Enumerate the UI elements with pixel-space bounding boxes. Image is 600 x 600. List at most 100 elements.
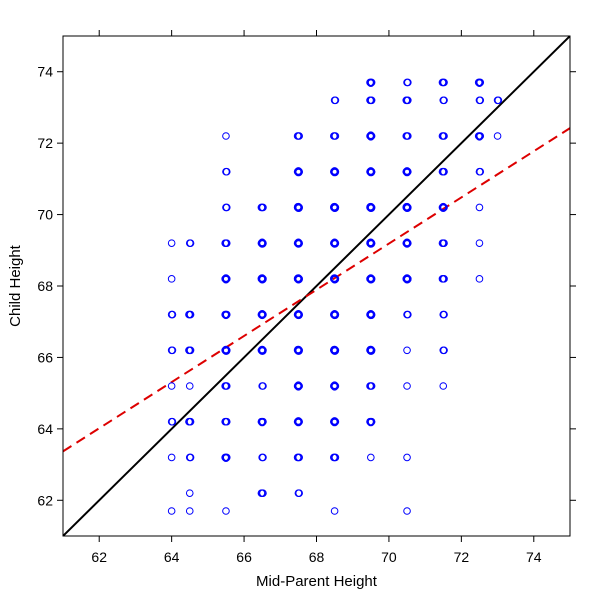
- data-point: [438, 78, 447, 87]
- data-point: [185, 507, 194, 515]
- data-point: [293, 203, 302, 211]
- data-point: [367, 79, 375, 88]
- data-point: [404, 78, 412, 87]
- data-point: [221, 239, 229, 247]
- data-point: [367, 418, 375, 427]
- data-point: [438, 132, 447, 140]
- data-point: [438, 239, 447, 247]
- data-point: [404, 310, 412, 319]
- data-points: [167, 78, 503, 515]
- data-point: [331, 347, 340, 355]
- data-point: [403, 167, 411, 175]
- data-point: [167, 382, 176, 390]
- data-point: [221, 310, 229, 319]
- data-point: [258, 347, 267, 355]
- data-point: [222, 347, 231, 355]
- data-point: [330, 274, 338, 283]
- y-tick-label: 68: [37, 278, 53, 294]
- data-point: [402, 96, 411, 105]
- data-point: [331, 204, 340, 212]
- data-point: [330, 417, 338, 426]
- data-point: [475, 203, 484, 212]
- data-point: [330, 417, 339, 425]
- data-point: [293, 274, 302, 283]
- data-point: [402, 132, 411, 140]
- data-point: [185, 310, 193, 319]
- data-point: [168, 417, 177, 426]
- data-point: [366, 132, 374, 140]
- reference-lines: [63, 36, 570, 536]
- data-point: [366, 203, 375, 211]
- data-point: [367, 168, 376, 177]
- y-tick-label: 70: [37, 207, 53, 223]
- y-tick-label: 74: [37, 64, 53, 80]
- data-point: [167, 275, 176, 283]
- x-tick-label: 68: [309, 549, 325, 565]
- data-point: [222, 311, 230, 320]
- data-point: [366, 382, 374, 390]
- x-tick-label: 74: [526, 549, 542, 565]
- data-point: [440, 346, 448, 355]
- data-point: [440, 96, 448, 105]
- data-point: [403, 275, 412, 284]
- data-point: [167, 453, 176, 462]
- data-point: [221, 453, 229, 462]
- data-point: [403, 507, 411, 515]
- data-point: [331, 168, 340, 177]
- data-point: [293, 345, 302, 354]
- data-point: [475, 133, 484, 141]
- y-tick-label: 72: [37, 135, 53, 151]
- x-tick-label: 72: [454, 549, 470, 565]
- identity-line: [63, 36, 570, 536]
- data-point: [186, 453, 195, 462]
- data-point: [331, 311, 340, 319]
- data-point: [367, 347, 376, 355]
- data-point: [367, 275, 376, 284]
- data-point: [222, 507, 230, 515]
- data-point: [440, 310, 448, 319]
- data-point: [258, 275, 267, 284]
- data-point: [257, 274, 266, 283]
- x-tick-label: 64: [164, 549, 180, 565]
- y-axis-label: Child Height: [7, 244, 24, 327]
- data-point: [493, 132, 502, 140]
- data-point: [185, 417, 193, 426]
- data-point: [367, 239, 376, 248]
- x-axis-label: Mid-Parent Height: [256, 573, 378, 590]
- data-point: [168, 310, 177, 319]
- data-point: [367, 204, 376, 212]
- data-point: [366, 238, 375, 247]
- data-point: [221, 275, 229, 283]
- data-point: [167, 239, 176, 247]
- data-point: [330, 382, 338, 390]
- data-point: [293, 453, 302, 462]
- data-point: [438, 203, 447, 212]
- data-point: [295, 168, 303, 177]
- data-point: [330, 381, 339, 390]
- data-point: [331, 239, 340, 248]
- data-point: [221, 417, 229, 426]
- data-point: [330, 453, 338, 462]
- data-point: [257, 417, 266, 426]
- data-point: [403, 204, 412, 212]
- data-point: [293, 382, 302, 390]
- data-point: [222, 454, 230, 463]
- data-point: [295, 204, 303, 212]
- data-point: [476, 96, 485, 105]
- x-axis: 62 64 66 68 70 72 74: [91, 30, 542, 565]
- data-point: [367, 311, 376, 319]
- data-point: [330, 132, 338, 140]
- y-tick-label: 62: [37, 492, 53, 508]
- data-point: [474, 132, 483, 140]
- y-axis: 62 64 66 68 70 72 74: [37, 64, 576, 508]
- data-point: [257, 310, 266, 319]
- data-point: [294, 417, 303, 425]
- data-point: [439, 202, 448, 211]
- data-point: [367, 131, 375, 139]
- data-point: [402, 167, 411, 176]
- data-point: [185, 382, 194, 390]
- data-point: [366, 96, 374, 105]
- data-point: [295, 347, 303, 355]
- data-point: [258, 309, 266, 318]
- y-tick-label: 64: [37, 421, 53, 437]
